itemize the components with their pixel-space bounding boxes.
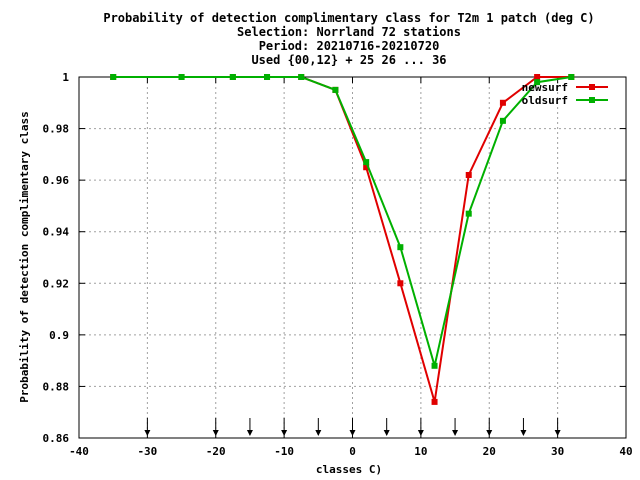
y-tick-label: 0.94 [43, 226, 70, 239]
series-point-newsurf [397, 280, 404, 287]
tick-labels: -40 -30 -20 -10 0 10 20 30 40 0.86 0.88 0.9 0.92 0.94… [43, 71, 633, 458]
title-line-3: Period: 20210716-20210720 [259, 39, 440, 53]
arrow-marker-head [554, 430, 561, 436]
arrow-marker-head [383, 430, 390, 436]
data-series [110, 74, 575, 405]
arrow-marker-head [486, 430, 493, 436]
y-tick-label: 1 [62, 71, 69, 84]
x-tick-label: -20 [206, 445, 226, 458]
arrow-marker-head [281, 430, 288, 436]
series-point-oldsurf [499, 117, 506, 124]
series-point-oldsurf [332, 86, 339, 93]
series-point-oldsurf [264, 74, 271, 80]
arrow-marker-head [417, 430, 424, 436]
series-point-newsurf [499, 99, 506, 106]
x-tick-label: 10 [414, 445, 427, 458]
y-tick-label: 0.86 [43, 432, 70, 445]
series-point-oldsurf [431, 362, 438, 369]
x-tick-label: -40 [69, 445, 89, 458]
arrow-marker-head [349, 430, 356, 436]
y-tick-label: 0.9 [49, 329, 69, 342]
series-line-newsurf [113, 76, 572, 403]
series-point-oldsurf [363, 159, 370, 166]
series-point-oldsurf [534, 79, 541, 86]
arrow-marker-head [452, 430, 459, 436]
x-axis-label: classes C) [316, 463, 382, 476]
series-point-newsurf [534, 74, 541, 80]
series-point-oldsurf [397, 244, 404, 251]
legend-label-oldsurf: oldsurf [522, 94, 568, 107]
chart-title: Probability of detection complimentary c… [103, 11, 594, 67]
y-tick-label: 0.92 [43, 277, 70, 290]
legend-marker-oldsurf [589, 97, 595, 103]
series-point-oldsurf [465, 210, 472, 217]
title-line-2: Selection: Norrland 72 stations [237, 25, 461, 39]
arrow-marker-head [315, 430, 322, 436]
series-point-oldsurf [229, 74, 236, 80]
y-tick-label: 0.96 [43, 174, 70, 187]
legend-marker-newsurf [589, 84, 595, 90]
arrow-marker-head [520, 430, 527, 436]
series-point-oldsurf [568, 74, 575, 80]
x-tick-label: 0 [349, 445, 356, 458]
x-tick-label: -30 [137, 445, 157, 458]
y-tick-label: 0.98 [43, 123, 70, 136]
arrow-markers [144, 418, 561, 436]
arrow-marker-head [144, 430, 151, 436]
title-line-4: Used {00,12} + 25 26 ... 36 [251, 53, 446, 67]
series-point-oldsurf [298, 74, 305, 80]
arrow-marker-head [212, 430, 219, 436]
y-tick-label: 0.88 [43, 380, 70, 393]
x-tick-label: -10 [274, 445, 294, 458]
arrow-marker-head [246, 430, 253, 436]
x-tick-label: 30 [551, 445, 564, 458]
series-point-newsurf [431, 398, 438, 405]
series-point-newsurf [465, 171, 472, 178]
x-tick-label: 40 [619, 445, 632, 458]
x-tick-label: 20 [483, 445, 496, 458]
y-axis-label: Probability of detection complimentary c… [18, 111, 31, 402]
title-line-1: Probability of detection complimentary c… [103, 11, 594, 25]
series-point-oldsurf [110, 74, 117, 80]
grid [79, 77, 626, 438]
series-point-oldsurf [178, 74, 185, 80]
legend-label-newsurf: newsurf [522, 81, 568, 94]
series-point-newsurf [363, 164, 370, 171]
